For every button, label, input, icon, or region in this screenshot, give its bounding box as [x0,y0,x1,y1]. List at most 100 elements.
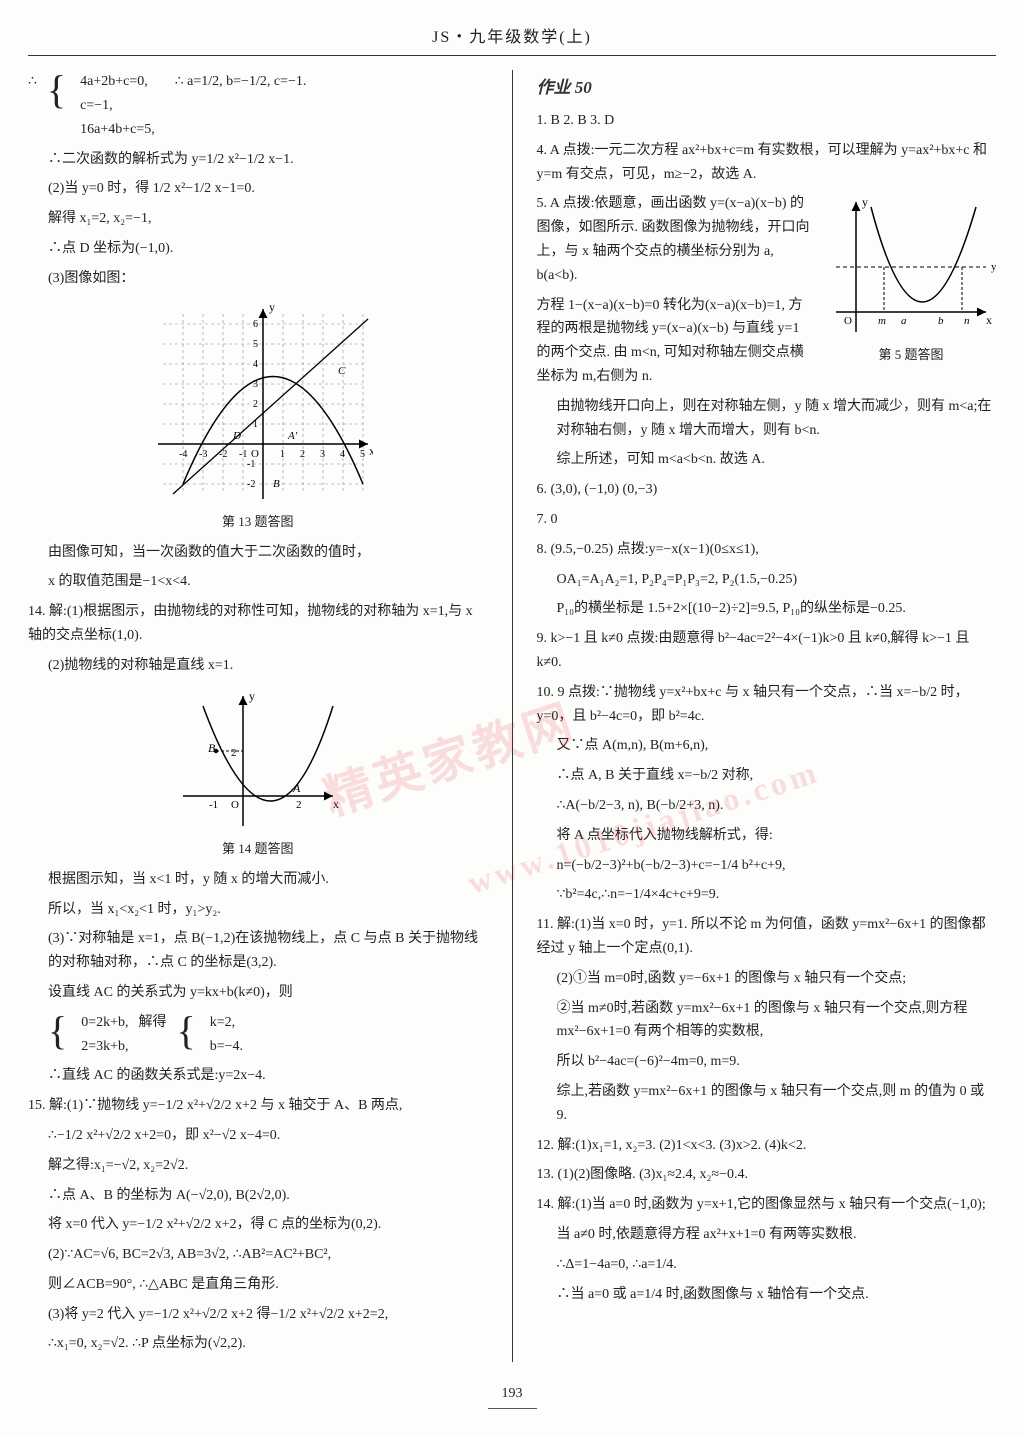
svg-text:O: O [231,799,239,811]
answer-line: 11. 解:(1)当 x=0 时，y=1. 所以不论 m 为何值，函数 y=mx… [537,913,997,961]
answer-line: 将 A 点坐标代入抛物线解析式，得: [537,824,997,848]
text-line: 将 x=0 代入 y=−1/2 x²+√2/2 x+2，得 C 点的坐标为(0,… [28,1213,488,1237]
svg-text:B: B [208,741,216,755]
text-line: (3)将 y=2 代入 y=−1/2 x²+√2/2 x+2 得−1/2 x²+… [28,1303,488,1327]
svg-text:-2: -2 [219,449,227,460]
page-header: JS・九年级数学(上) [28,24,996,56]
right-column: 作业 50 1. B 2. B 3. D 4. A 点拨:一元二次方程 ax²+… [537,70,997,1362]
answer-line: 由抛物线开口向上，则在对称轴左侧，y 随 x 增大而减少，则有 m<a;在对称轴… [537,395,997,443]
svg-text:D: D [232,430,241,442]
text-line: 设直线 AC 的关系式为 y=kx+b(k≠0)，则 [28,981,488,1005]
svg-text:a: a [901,315,907,327]
homework-title: 作业 50 [537,74,997,103]
figure-caption: 第 14 题答图 [28,838,488,860]
eq-line: 16a+4b+c=5, [80,122,155,137]
answer-line: 4. A 点拨:一元二次方程 ax²+bx+c=m 有实数根，可以理解为 y=a… [537,139,997,187]
svg-text:2: 2 [300,449,305,460]
svg-text:y: y [269,300,275,314]
text-line: ∴点 D 坐标为(−1,0). [28,237,488,261]
column-divider [512,70,513,1362]
answer-line: 综上,若函数 y=mx²−6x+1 的图像与 x 轴只有一个交点,则 m 的值为… [537,1080,997,1128]
svg-text:x: x [369,444,373,458]
answer-line: 12. 解:(1)x₁=1, x₂=3. (2)1<x<3. (3)x>2. (… [537,1134,997,1158]
answer-line: ②当 m≠0时,若函数 y=mx²−6x+1 的图像与 x 轴只有一个交点,则方… [537,997,997,1045]
eq-line: b=−4. [210,1039,243,1054]
text-line: ∴直线 AC 的函数关系式是:y=2x−4. [28,1064,488,1088]
svg-text:1: 1 [253,419,258,430]
svg-text:y: y [249,689,255,703]
text-line: ∴−1/2 x²+√2/2 x+2=0，即 x²−√2 x−4=0. [28,1124,488,1148]
text-line: 所以，当 x₁<x₂<1 时，y₁>y₂. [28,898,488,922]
text-line: 14. 解:(1)根据图示，由抛物线的对称性可知，抛物线的对称轴为 x=1,与 … [28,600,488,648]
text-line: (2)当 y=0 时，得 1/2 x²−1/2 x−1=0. [28,177,488,201]
svg-text:1: 1 [280,449,285,460]
figure-5: y=1 y x O m a b n 第 5 题答图 [826,192,996,366]
svg-text:O: O [844,315,852,327]
answer-line: 6. (3,0), (−1,0) (0,−3) [537,478,997,502]
svg-text:-3: -3 [199,449,207,460]
eq-line: 2=3k+b, [81,1039,128,1054]
eq-line: 0=2k+b, [81,1015,128,1030]
svg-text:4: 4 [253,359,258,370]
text-line: (3)图像如图： [28,267,488,291]
text-line: ∴x₁=0, x₂=√2. ∴P 点坐标为(√2,2). [28,1332,488,1356]
svg-text:5: 5 [360,449,365,460]
text-line: 15. 解:(1)∵抛物线 y=−1/2 x²+√2/2 x+2 与 x 轴交于… [28,1094,488,1118]
svg-text:2: 2 [253,399,258,410]
figure-caption: 第 13 题答图 [28,511,488,533]
answer-line: ∴A(−b/2−3, n), B(−b/2+3, n). [537,794,997,818]
svg-text:-1: -1 [247,459,255,470]
answer-line: 14. 解:(1)当 a=0 时,函数为 y=x+1,它的图像显然与 x 轴只有… [537,1193,997,1217]
text-line: ∴二次函数的解析式为 y=1/2 x²−1/2 x−1. [28,148,488,172]
svg-text:5: 5 [253,339,258,350]
answer-line: 7. 0 [537,508,997,532]
answer-line: OA₁=A₁A₂=1, P₂P₄=P₁P₃=2, P₂(1.5,−0.25) [537,568,997,592]
text-line: (2)抛物线的对称轴是直线 x=1. [28,654,488,678]
figure-13: y=x+1 y x O -4-3 -2-1 12 34 5 12 34 56 -… [28,299,488,533]
answer-line: n=(−b/2−3)²+b(−b/2−3)+c=−1/4 b²+c+9, [537,854,997,878]
svg-text:m: m [878,315,886,327]
answer-line: 又∵点 A(m,n), B(m+6,n), [537,734,997,758]
answer-line: 1. B 2. B 3. D [537,109,997,133]
answer-line: ∴当 a=0 或 a=1/4 时,函数图像与 x 轴恰有一个交点. [537,1283,997,1307]
answer-line: 8. (9.5,−0.25) 点拨:y=−x(x−1)(0≤x≤1), [537,538,997,562]
svg-text:y=1: y=1 [991,261,996,273]
text-line: 根据图示知，当 x<1 时，y 随 x 的增大而减小. [28,868,488,892]
text-line: x 的取值范围是−1<x<4. [28,570,488,594]
svg-text:A': A' [287,430,298,442]
svg-text:n: n [964,315,970,327]
svg-text:y: y [862,195,868,209]
answer-line: 10. 9 点拨:∵抛物线 y=x²+bx+c 与 x 轴只有一个交点，∴当 x… [537,681,997,729]
left-column: ∴ { 4a+2b+c=0, c=−1, 16a+4b+c=5, ∴ a=1/2… [28,70,488,1362]
svg-text:4: 4 [340,449,345,460]
eq-line: c=−1, [80,98,113,113]
text-line: ∴点 A、B 的坐标为 A(−√2,0), B(2√2,0). [28,1184,488,1208]
svg-text:3: 3 [253,379,258,390]
answer-line: 5. A 点拨:依题意，画出函数 y=(x−a)(x−b) 的图像，如图所示. … [537,192,817,287]
svg-text:x: x [333,797,339,811]
svg-text:B: B [273,478,280,490]
text-line: 解之得:x₁=−√2, x₂=2√2. [28,1154,488,1178]
eq-line: k=2, [210,1015,235,1030]
eq-line: 4a+2b+c=0, [80,74,148,89]
answer-line: (2)①当 m=0时,函数 y=−6x+1 的图像与 x 轴只有一个交点; [537,967,997,991]
svg-text:b: b [938,315,944,327]
answer-line: P₁₀的横坐标是 1.5+2×[(10−2)÷2]=9.5, P₁₀的纵坐标是−… [537,597,997,621]
svg-text:-2: -2 [247,479,255,490]
svg-text:-4: -4 [179,449,187,460]
svg-text:3: 3 [320,449,325,460]
svg-text:A: A [292,781,301,795]
text-line: 由图像可知，当一次函数的值大于二次函数的值时， [28,541,488,565]
answer-line: ∴点 A, B 关于直线 x=−b/2 对称, [537,764,997,788]
eq-line: 解得 [139,1011,167,1035]
answer-line: 9. k>−1 且 k≠0 点拨:由题意得 b²−4ac=2²−4×(−1)k>… [537,627,997,675]
text-line: (2)∵AC=√6, BC=2√3, AB=3√2, ∴AB²=AC²+BC², [28,1243,488,1267]
answer-line: 方程 1−(x−a)(x−b)=0 转化为(x−a)(x−b)=1, 方程的两根… [537,294,817,389]
answer-line: ∵b²=4c,∴n=−1/4×4c+c+9=9. [537,883,997,907]
page-number: 193 [28,1380,996,1409]
svg-text:2: 2 [296,799,302,811]
text-line: (3)∵对称轴是 x=1，点 B(−1,2)在该抛物线上，点 C 与点 B 关于… [28,927,488,975]
eq-result: ∴ a=1/2, b=−1/2, c=−1. [175,70,307,94]
svg-text:x: x [986,313,992,327]
answer-line: ∴Δ=1−4a=0, ∴a=1/4. [537,1253,997,1277]
